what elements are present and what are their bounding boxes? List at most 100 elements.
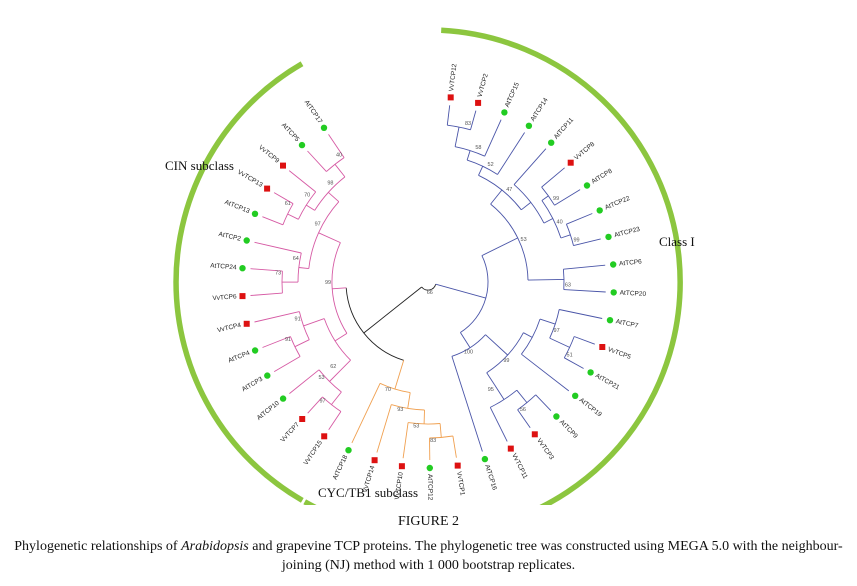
cin-clade-arc [173,61,304,503]
leaf-label-attcp23: AtTCP23 [614,226,642,239]
branch-line-67 [439,423,442,438]
bootstrap-value-20: 97 [319,398,325,404]
branch-line-6 [490,189,503,205]
branch-line-72 [376,404,392,453]
leaf-label-vvtcp13: VvTCP13 [236,169,264,189]
branch-line-115 [328,134,345,158]
leaf-label-vvtcp5: VvTCP5 [607,346,632,361]
branch-arc-19 [513,184,545,224]
grapevine-marker-vvtcp13 [264,185,271,192]
cyc-tb1-subclass-label: CYC/TB1 subclass [318,485,419,500]
branch-arc-40 [521,318,541,355]
branch-arc-42 [549,309,560,339]
arabidopsis-marker-attcp22 [596,207,603,214]
branch-line-111 [288,170,316,193]
leaf-label-vvtcp10: VvTCP10 [394,471,405,500]
branch-line-59 [363,286,422,334]
grapevine-marker-vvtcp14 [371,457,378,464]
leaf-label-attcp16: AtTCP16 [483,464,498,492]
leaf-label-attcp2: AtTCP2 [218,231,242,243]
cyc-tb1-clade-arc [303,499,317,505]
bootstrap-value-22: 62 [330,364,336,370]
branch-line-84 [328,411,342,430]
grapevine-marker-vvtcp7 [299,416,306,422]
branch-line-73 [351,383,381,444]
branch-line-23 [541,195,549,201]
bootstrap-value-28: 70 [304,193,310,199]
branch-line-100 [250,292,283,296]
bootstrap-value-14: 99 [503,358,509,364]
leaf-label-vvtcp11: VvTCP11 [510,452,529,480]
bootstrap-value-27: 61 [285,201,291,207]
branch-line-56 [517,409,531,428]
grapevine-marker-vvtcp11 [507,445,514,452]
branch-line-55 [535,394,552,412]
leaf-label-vvtcp8: VvTCP8 [573,141,596,162]
arabidopsis-marker-attcp14 [525,122,533,129]
branch-line-33 [563,264,606,270]
branch-line-15 [470,110,477,130]
branch-line-10 [466,150,471,161]
class-i-clade-arc [441,27,683,505]
branch-line-21 [543,218,554,224]
branch-line-44 [549,337,570,348]
grapevine-marker-vvtcp2 [475,99,482,106]
arabidopsis-marker-attcp3 [264,372,271,379]
leaf-label-attcp8: AtTCP8 [590,167,613,185]
bootstrap-value-21: 53 [318,375,324,381]
caption-species-name: Arabidopsis [181,539,249,554]
branch-arc-32 [562,269,565,290]
leaf-label-vvtcp12: VvTCP12 [448,63,458,92]
branch-line-29 [566,213,593,225]
branch-line-47 [564,357,584,369]
arabidopsis-marker-attcp13 [251,210,259,217]
branch-line-35 [460,332,471,348]
grapevine-marker-vvtcp3 [531,431,538,438]
grapevine-marker-vvtcp9 [280,162,286,169]
bootstrap-value-8: 63 [565,283,571,289]
bootstrap-value-23: 91 [285,337,291,343]
bootstrap-value-5: 99 [573,237,579,243]
branch-line-89 [294,339,310,348]
grapevine-marker-vvtcp1 [454,462,461,469]
bootstrap-value-29: 40 [336,152,342,158]
arabidopsis-marker-attcp7 [606,317,614,324]
branch-line-71 [402,422,409,459]
branch-line-93 [254,311,300,323]
arabidopsis-marker-attcp8 [583,182,591,189]
branch-line-94 [318,232,341,244]
branch-line-85 [307,396,323,414]
branch-line-80 [329,369,342,382]
branch-line-78 [340,359,351,371]
bootstrap-value-30: 98 [327,180,333,186]
leaf-label-vvtcp7: VvTCP7 [279,421,301,444]
branch-arc-1 [421,284,437,291]
leaf-label-vvtcp2: VvTCP2 [477,73,490,99]
bootstrap-value-25: 73 [275,270,281,276]
arabidopsis-marker-attcp5 [298,141,306,149]
branch-line-58 [451,356,483,452]
arabidopsis-marker-attcp15 [501,109,508,116]
branch-line-96 [298,267,309,270]
leaf-label-vvtcp4: VvTCP4 [217,322,243,334]
branch-line-53 [516,389,528,403]
branch-arc-75 [331,242,348,334]
branch-arc-60 [345,287,404,361]
leaf-label-attcp11: AtTCP11 [553,116,576,140]
bootstrap-value-26: 64 [293,256,299,262]
branch-line-39 [523,332,533,338]
bootstrap-value-19: 70 [385,387,391,393]
branch-line-63 [407,392,411,409]
bootstrap-value-7: 47 [506,187,512,193]
leaf-label-attcp7: AtTCP7 [615,318,639,330]
branch-arc-62 [379,382,411,394]
branch-line-16 [484,119,502,157]
leaf-label-attcp22: AtTCP22 [604,195,631,212]
branch-line-86 [289,369,320,394]
branch-line-25 [541,167,565,188]
branch-line-46 [574,336,595,345]
branch-arc-28 [565,224,574,246]
arabidopsis-marker-attcp9 [553,413,560,420]
branch-line-103 [328,192,340,203]
leaf-label-attcp13: AtTCP13 [223,199,250,215]
